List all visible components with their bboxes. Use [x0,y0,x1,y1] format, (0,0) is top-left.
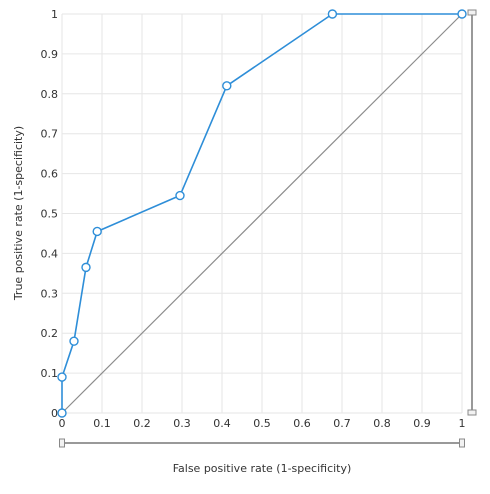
y-axis-ticks: 0 0.1 0.2 0.3 0.4 0.5 0.6 0.7 0.8 0.9 1 [41,8,59,420]
roc-curve-point[interactable] [457,9,467,19]
series-layer [57,9,467,418]
x-tick-label: 0.4 [213,417,231,430]
y-tick-label: 1 [51,8,58,21]
y-axis-title: True positive rate (1-specificity) [12,126,25,301]
y-tick-label: 0.7 [41,128,59,141]
vertical-slider-bottom-handle[interactable] [467,409,477,416]
x-tick-label: 0.5 [253,417,271,430]
x-tick-label: 0.2 [133,417,151,430]
roc-curve-point[interactable] [327,9,338,19]
horizontal-slider-left-handle[interactable] [59,438,65,448]
y-tick-label: 0.4 [41,247,59,260]
reference-diagonal-line [61,13,463,414]
y-tick-label: 0.6 [41,168,59,181]
x-tick-label: 0.9 [413,417,431,430]
horizontal-range-slider[interactable] [59,438,465,448]
y-tick-label: 0.2 [41,327,59,340]
x-tick-label: 1 [459,417,466,430]
y-tick-label: 0.1 [41,367,59,380]
x-tick-label: 0.8 [373,417,391,430]
roc-curve-point[interactable] [222,81,232,91]
x-tick-label: 0.7 [333,417,351,430]
horizontal-slider-right-handle[interactable] [459,438,465,448]
y-tick-label: 0.3 [41,287,59,300]
x-tick-label: 0.6 [293,417,311,430]
vertical-range-slider[interactable] [467,9,477,416]
x-tick-label: 0.1 [93,417,111,430]
x-axis-ticks: 0 0.1 0.2 0.3 0.4 0.5 0.6 0.7 0.8 0.9 1 [59,417,466,430]
roc-curve-point[interactable] [175,190,185,201]
roc-curve-point[interactable] [57,372,67,382]
x-tick-label: 0 [59,417,66,430]
y-tick-label: 0.8 [41,88,59,101]
roc-curve-point[interactable] [69,336,79,346]
y-tick-label: 0.9 [41,48,59,61]
y-tick-label: 0 [51,407,58,420]
roc-curve-point[interactable] [81,262,91,273]
y-tick-label: 0.5 [41,208,59,221]
x-axis-title: False positive rate (1-specificity) [173,462,352,475]
roc-curve-point[interactable] [92,226,102,237]
x-tick-label: 0.3 [173,417,191,430]
vertical-slider-top-handle[interactable] [467,9,477,16]
roc-curve-point[interactable] [57,408,67,418]
